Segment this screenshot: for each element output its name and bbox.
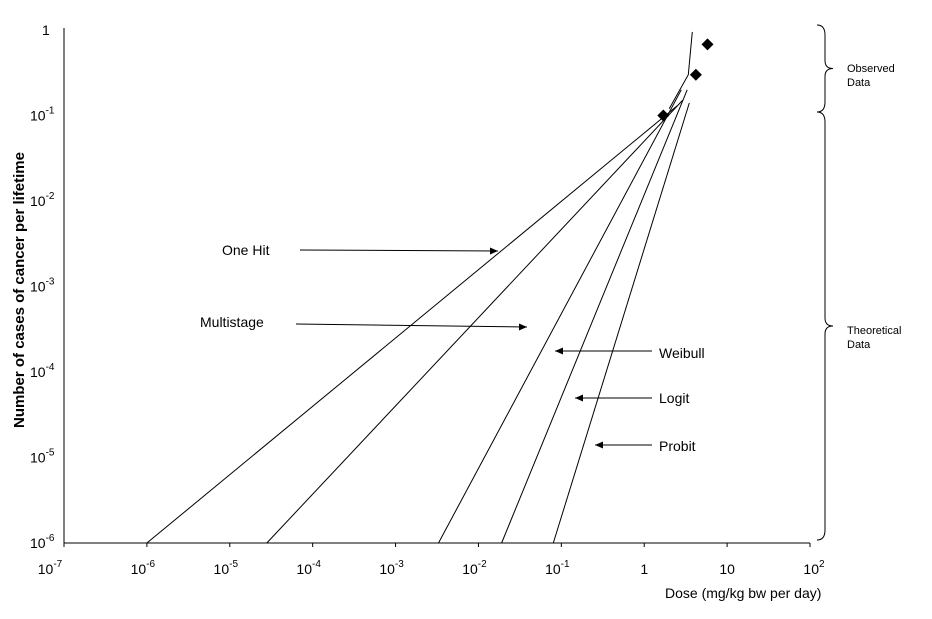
tick-labels: 10-7 10-6 10-5 10-4 10-3 10-2 10-1 1 10 102 1 10-1 1…: [30, 22, 825, 577]
x-axis-label: Dose (mg/kg bw per day): [665, 585, 821, 601]
brackets: Observed Data Theoretical Data: [816, 24, 901, 541]
x-tick-label: 1: [640, 561, 648, 577]
curve-one-hit: [146, 105, 678, 544]
y-tick-label: 10-1: [30, 106, 55, 124]
arrow-head: [595, 441, 603, 449]
theoretical-data-bracket: [816, 111, 834, 541]
annotation-probit: Probit: [659, 438, 696, 454]
x-tick-label: 10: [719, 561, 735, 577]
curves: [146, 31, 693, 544]
arrow-head: [490, 247, 498, 255]
arrow-head: [555, 347, 563, 355]
curve-multistage: [266, 100, 683, 544]
x-tick-label: 10-5: [214, 559, 239, 577]
arrow-head: [575, 394, 583, 402]
observed-data-bracket: [816, 24, 834, 113]
theoretical-data-label: Data: [847, 339, 871, 351]
curve-probit: [552, 102, 690, 544]
annotation-one-hit: One Hit: [222, 242, 270, 258]
y-tick-label: 1: [42, 22, 50, 38]
y-tick-label: 10-6: [30, 533, 55, 551]
y-tick-label: 10-4: [30, 362, 55, 380]
y-axis-label: Number of cases of cancer per lifetime: [11, 152, 28, 428]
y-tick-label: 10-2: [30, 191, 55, 209]
theoretical-data-label: Theoretical: [847, 325, 901, 337]
observed-point: [701, 38, 714, 51]
x-tick-label: 10-3: [379, 559, 404, 577]
x-tick-label: 102: [803, 559, 825, 577]
x-tick-label: 10-7: [38, 559, 63, 577]
curve-weibull: [438, 89, 682, 544]
x-tick-label: 10-1: [545, 559, 570, 577]
observed-point: [689, 68, 702, 81]
annotation-arrow-line: [295, 323, 528, 328]
annotation-multistage: Multistage: [200, 314, 264, 330]
x-tick-label: 10-2: [462, 559, 487, 577]
annotations: One Hit Multistage Weibull Logit Probit: [200, 242, 705, 454]
y-tick-label: 10-3: [30, 277, 55, 295]
annotation-arrow-line: [299, 249, 499, 252]
annotation-weibull: Weibull: [659, 345, 705, 361]
observed-data-label: Data: [847, 77, 871, 89]
data-points: [657, 38, 714, 122]
axes: [63, 28, 810, 544]
observed-point: [657, 109, 670, 122]
curve-observed-fit: [668, 31, 693, 109]
annotation-logit: Logit: [659, 390, 689, 406]
observed-data-label: Observed: [847, 63, 895, 75]
x-tick-label: 10-4: [296, 559, 321, 577]
x-tick-label: 10-6: [131, 559, 156, 577]
curve-logit: [501, 89, 688, 544]
y-tick-label: 10-5: [30, 448, 55, 466]
arrow-head: [519, 323, 527, 331]
